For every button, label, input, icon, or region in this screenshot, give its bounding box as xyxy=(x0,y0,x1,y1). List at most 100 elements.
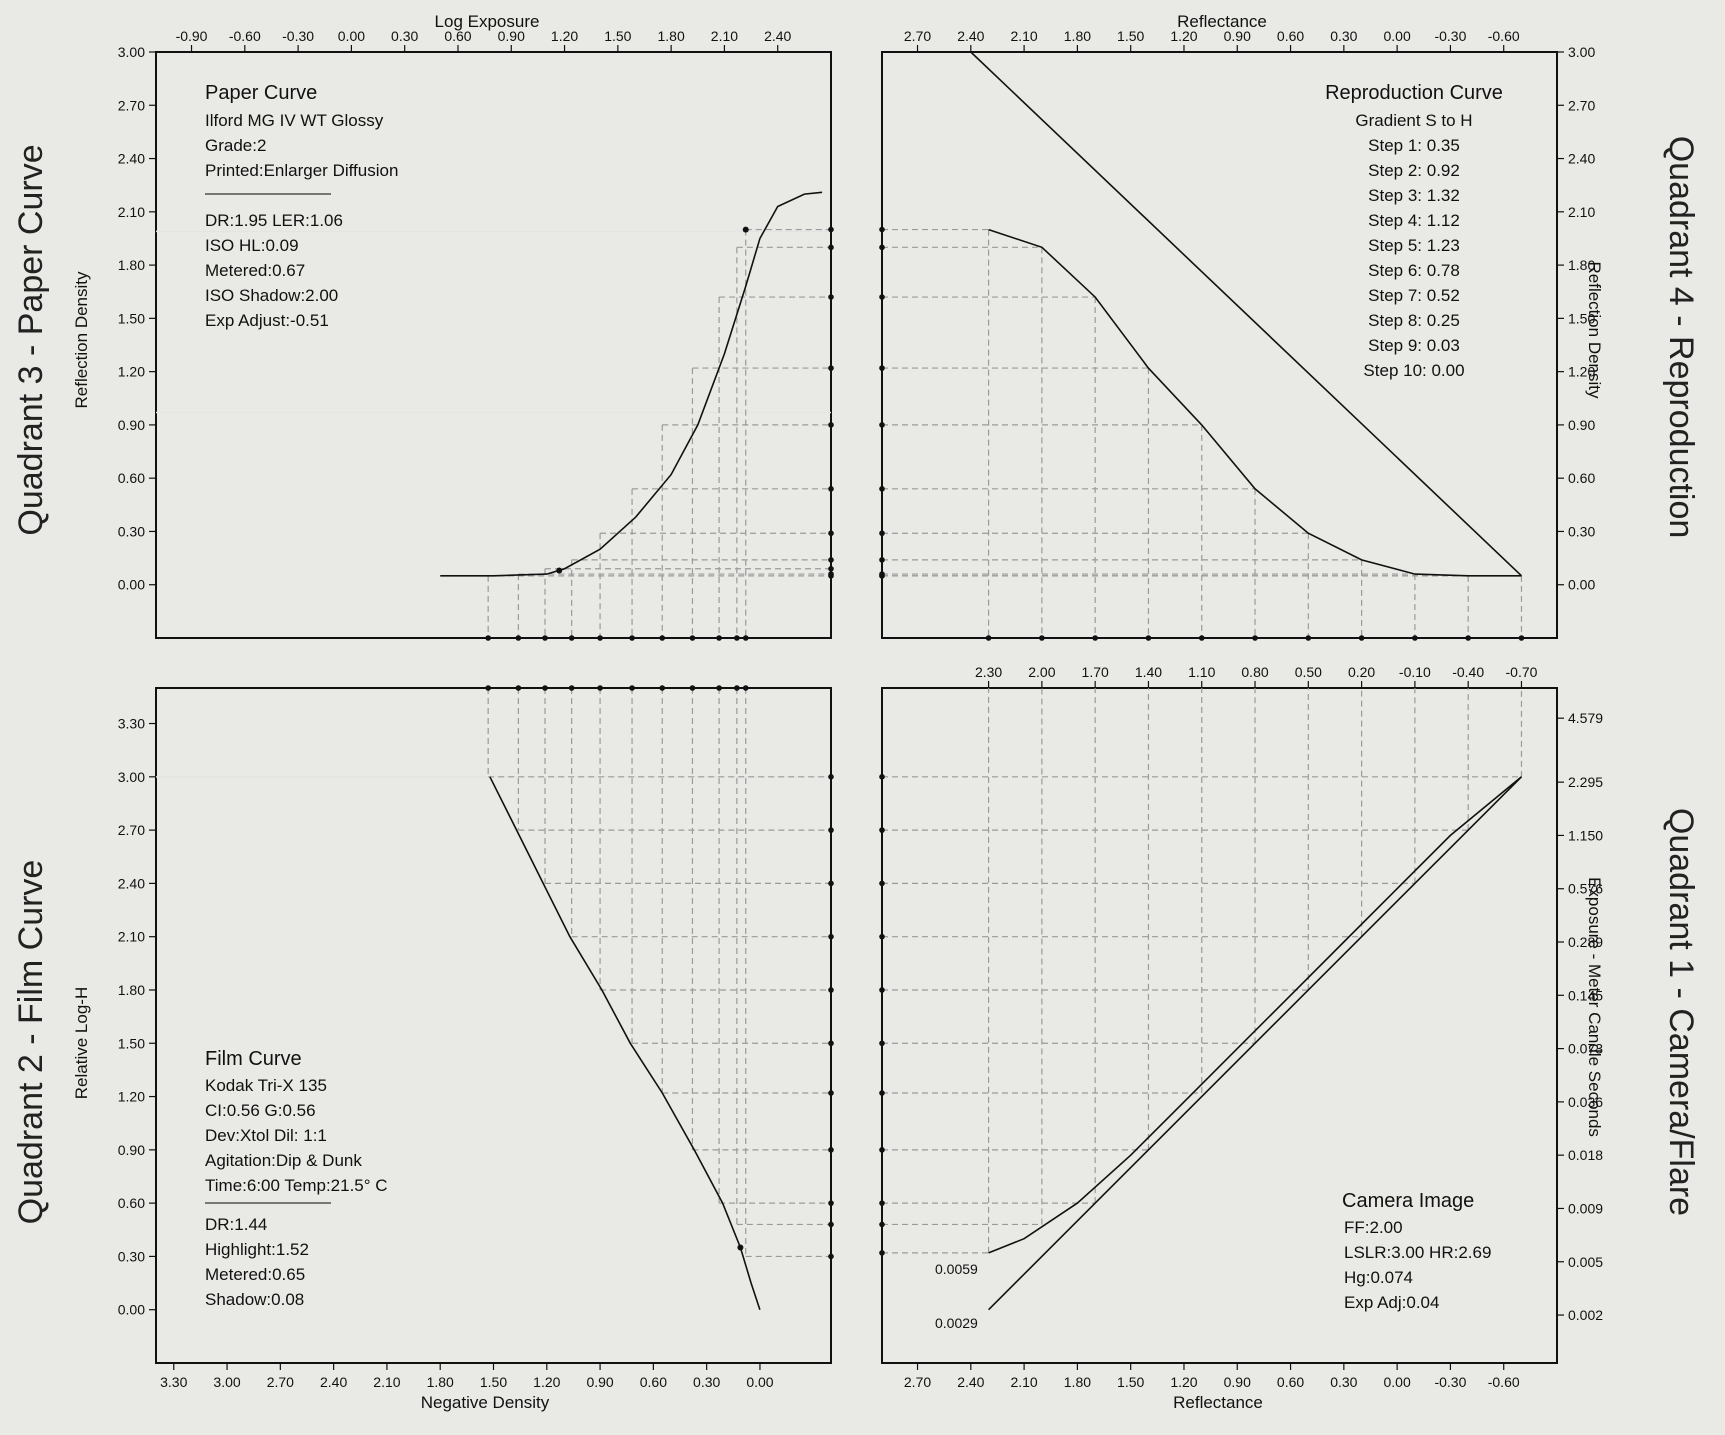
exposure-meter-label: 0.289 xyxy=(1568,934,1603,950)
q1-left-marker xyxy=(879,987,885,993)
paper-info-line: Ilford MG IV WT Glossy xyxy=(205,111,384,130)
curves xyxy=(440,51,1523,1311)
log-exposure-label: -0.60 xyxy=(229,28,261,44)
q3-bottom-marker xyxy=(515,635,522,641)
q2-right-marker xyxy=(828,1090,834,1096)
reflectance-top-label: 0.60 xyxy=(1277,28,1304,44)
q2-top-marker xyxy=(485,685,491,691)
film-info-stat: Highlight:1.52 xyxy=(205,1240,309,1259)
refl-density-right-label: 1.20 xyxy=(1568,364,1595,380)
q4-left-marker xyxy=(879,530,885,537)
exposure-meter-label: 0.009 xyxy=(1568,1200,1603,1216)
refl-density-right-label: 0.90 xyxy=(1568,417,1595,433)
q1-top-label: 2.30 xyxy=(975,664,1002,680)
negative-density-label: 0.90 xyxy=(586,1374,613,1390)
reflectance-top-label: 2.70 xyxy=(904,28,931,44)
q1-top-label: 2.00 xyxy=(1028,664,1055,680)
rel-log-h-label: 1.20 xyxy=(118,1089,145,1105)
exposure-meter-label: 0.036 xyxy=(1568,1094,1603,1110)
exposure-meter-label: 0.576 xyxy=(1568,881,1603,897)
q3-right-marker xyxy=(828,294,834,300)
q2-right-marker xyxy=(828,1147,834,1153)
film-info-line: Kodak Tri-X 135 xyxy=(205,1076,327,1095)
q1-left-marker xyxy=(879,880,885,887)
axis-ticks: -0.90 -0.60 -0.30 0.00 0.30 0.60 0.90 1.20 1.50 1… xyxy=(118,28,1603,1390)
reflectance-bottom-label: Reflectance xyxy=(1173,1393,1263,1412)
film-info-line: Agitation:Dip & Dunk xyxy=(205,1151,362,1170)
q3-right-marker xyxy=(828,244,834,251)
q2-top-marker xyxy=(515,685,522,691)
rel-log-h-label: 1.50 xyxy=(118,1035,145,1051)
reflection-density-left-label: Reflection Density xyxy=(72,271,91,409)
q3-frame xyxy=(155,51,832,639)
refl-density-right-label: 1.50 xyxy=(1568,310,1595,326)
q3-right-marker xyxy=(828,565,834,572)
rel-log-h-label: 1.80 xyxy=(118,982,145,998)
rel-log-h-label: 2.70 xyxy=(118,822,145,838)
paper-info: Paper Curve Ilford MG IV WT Glossy Grade… xyxy=(205,82,398,330)
film-info-line: Dev:Xtol Dil: 1:1 xyxy=(205,1126,327,1145)
reflectance-bottom-label: 1.50 xyxy=(1117,1374,1144,1390)
reflectance-top-label: -0.30 xyxy=(1434,28,1466,44)
repro-info-title: Reproduction Curve xyxy=(1325,82,1503,104)
q1-left-marker xyxy=(879,1090,885,1096)
repro-step: Step 6: 0.78 xyxy=(1368,261,1460,280)
q3-right-marker xyxy=(828,571,834,577)
q1-top-label: 0.20 xyxy=(1348,664,1375,680)
refl-density-left-label: 3.00 xyxy=(118,44,145,60)
rel-log-h-label: 0.90 xyxy=(118,1142,145,1158)
exposure-meter-label: 0.073 xyxy=(1568,1041,1603,1057)
log-exposure-label: 0.00 xyxy=(338,28,365,44)
negative-density-label: 1.20 xyxy=(533,1374,560,1390)
repro-info-subtitle: Gradient S to H xyxy=(1355,111,1472,130)
refl-density-left-label: 2.10 xyxy=(118,204,145,220)
q1-left-marker xyxy=(879,827,885,833)
q3-bottom-marker xyxy=(742,635,749,641)
reflectance-bottom-label: 0.00 xyxy=(1384,1374,1411,1390)
q4-bottom-marker xyxy=(1465,635,1471,641)
q1-top-label: 0.50 xyxy=(1295,664,1322,680)
film-info-stat: DR:1.44 xyxy=(205,1215,267,1234)
exposure-meter-label: 0.018 xyxy=(1568,1147,1603,1163)
negative-density-label: Negative Density xyxy=(421,1393,550,1412)
flare-curve xyxy=(988,776,1523,1254)
film-curve xyxy=(489,776,761,1310)
q1-left-marker xyxy=(879,933,885,940)
camera-info-line: FF:2.00 xyxy=(1344,1218,1403,1237)
repro-step: Step 9: 0.03 xyxy=(1368,336,1460,355)
q4-left-marker xyxy=(879,557,885,563)
repro-step: Step 7: 0.52 xyxy=(1368,286,1460,305)
reflectance-bottom-label: 0.60 xyxy=(1277,1374,1304,1390)
q2-right-marker xyxy=(828,1040,834,1047)
q2-top-marker xyxy=(659,685,666,691)
q1-left-marker xyxy=(879,1147,885,1153)
paper-info-line: Printed:Enlarger Diffusion xyxy=(205,161,398,180)
q3-bottom-marker xyxy=(689,635,696,641)
q3-bottom-marker xyxy=(659,635,666,641)
refl-density-left-label: 1.80 xyxy=(118,257,145,273)
refl-density-left-label: 0.00 xyxy=(118,577,145,593)
reflectance-top-label: 0.00 xyxy=(1384,28,1411,44)
q2-top-marker xyxy=(742,685,749,691)
log-exposure-label: -0.90 xyxy=(176,28,208,44)
negative-density-label: 0.30 xyxy=(693,1374,720,1390)
reflectance-top-label: 0.30 xyxy=(1330,28,1357,44)
refl-density-right-label: 1.80 xyxy=(1568,257,1595,273)
camera-info-line: Exp Adj:0.04 xyxy=(1344,1293,1439,1312)
negative-density-label: 3.30 xyxy=(160,1374,187,1390)
exposure-meter-label: 1.150 xyxy=(1568,827,1603,843)
repro-step: Step 2: 0.92 xyxy=(1368,161,1460,180)
log-exposure-label: 1.20 xyxy=(551,28,578,44)
negative-density-label: 0.60 xyxy=(640,1374,667,1390)
negative-density-label: 2.70 xyxy=(267,1374,294,1390)
rel-log-h-label: 3.30 xyxy=(118,716,145,732)
q1-top-label: -0.40 xyxy=(1452,664,1484,680)
q1-left-marker xyxy=(879,1200,885,1206)
q4-left-marker xyxy=(879,573,885,579)
repro-step: Step 8: 0.25 xyxy=(1368,311,1460,330)
quadrant-4-title: Quadrant 4 - Reproduction xyxy=(1662,136,1700,539)
rel-log-h-label: 2.40 xyxy=(118,875,145,891)
reflectance-top-label: 2.10 xyxy=(1010,28,1037,44)
